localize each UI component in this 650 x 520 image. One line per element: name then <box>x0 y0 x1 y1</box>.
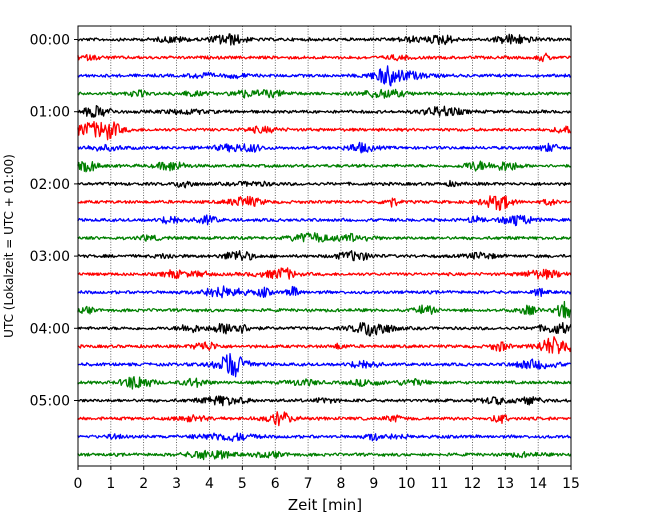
trace-0230 <box>77 214 572 227</box>
x-tick-label-9: 9 <box>369 476 378 492</box>
x-tick-label-1: 1 <box>106 476 115 492</box>
x-tick-label-0: 0 <box>74 476 83 492</box>
x-tick-label-14: 14 <box>529 476 547 492</box>
x-tick-label-15: 15 <box>562 476 580 492</box>
y-tick-label-2: 02:00 <box>30 177 70 193</box>
x-tick-label-4: 4 <box>205 476 214 492</box>
x-tick-label-12: 12 <box>463 476 481 492</box>
trace-0415 <box>77 336 572 355</box>
seismogram-traces <box>77 33 572 461</box>
trace-0515 <box>77 411 571 427</box>
y-axis-label: UTC (Lokalzeit = UTC + 01:00) <box>2 154 16 338</box>
trace-0045 <box>77 88 572 99</box>
trace-0545 <box>77 449 572 461</box>
trace-0400 <box>77 321 572 337</box>
x-axis-ticks: 0 1 2 3 4 5 6 7 8 9 10 11 12 13 14 15 <box>74 466 580 492</box>
trace-0100 <box>77 105 572 118</box>
trace-0200 <box>77 179 572 189</box>
trace-0130 <box>77 141 572 154</box>
x-tick-label-7: 7 <box>304 476 313 492</box>
trace-0430 <box>77 352 571 378</box>
y-tick-label-4: 04:00 <box>30 321 70 337</box>
y-tick-label-1: 01:00 <box>30 105 70 121</box>
trace-0015 <box>77 52 572 63</box>
y-tick-label-0: 00:00 <box>30 33 70 49</box>
x-tick-label-11: 11 <box>431 476 449 492</box>
trace-0215 <box>77 195 572 211</box>
y-tick-label-5: 05:00 <box>30 394 70 410</box>
trace-0530 <box>77 432 572 442</box>
trace-0330 <box>77 285 572 299</box>
y-axis-ticks: 00:00 01:00 02:00 03:00 04:00 05:00 <box>30 33 78 410</box>
trace-0445 <box>77 376 572 390</box>
x-axis-label: Zeit [min] <box>288 496 362 514</box>
x-tick-label-13: 13 <box>496 476 514 492</box>
x-tick-label-10: 10 <box>398 476 416 492</box>
x-tick-label-2: 2 <box>139 476 148 492</box>
trace-0300 <box>77 250 572 262</box>
x-tick-label-6: 6 <box>271 476 280 492</box>
trace-0315 <box>77 267 572 280</box>
trace-0000 <box>77 33 572 46</box>
trace-0345 <box>77 300 572 319</box>
x-tick-label-3: 3 <box>172 476 181 492</box>
plot-frame <box>77 25 572 467</box>
trace-0115 <box>77 120 571 141</box>
trace-0245 <box>77 232 572 243</box>
y-tick-label-3: 03:00 <box>30 249 70 265</box>
x-tick-label-5: 5 <box>238 476 247 492</box>
x-tick-label-8: 8 <box>336 476 345 492</box>
trace-0145 <box>77 160 572 173</box>
trace-0500 <box>77 395 572 407</box>
trace-0030 <box>77 65 572 87</box>
minute-grid <box>110 26 539 466</box>
